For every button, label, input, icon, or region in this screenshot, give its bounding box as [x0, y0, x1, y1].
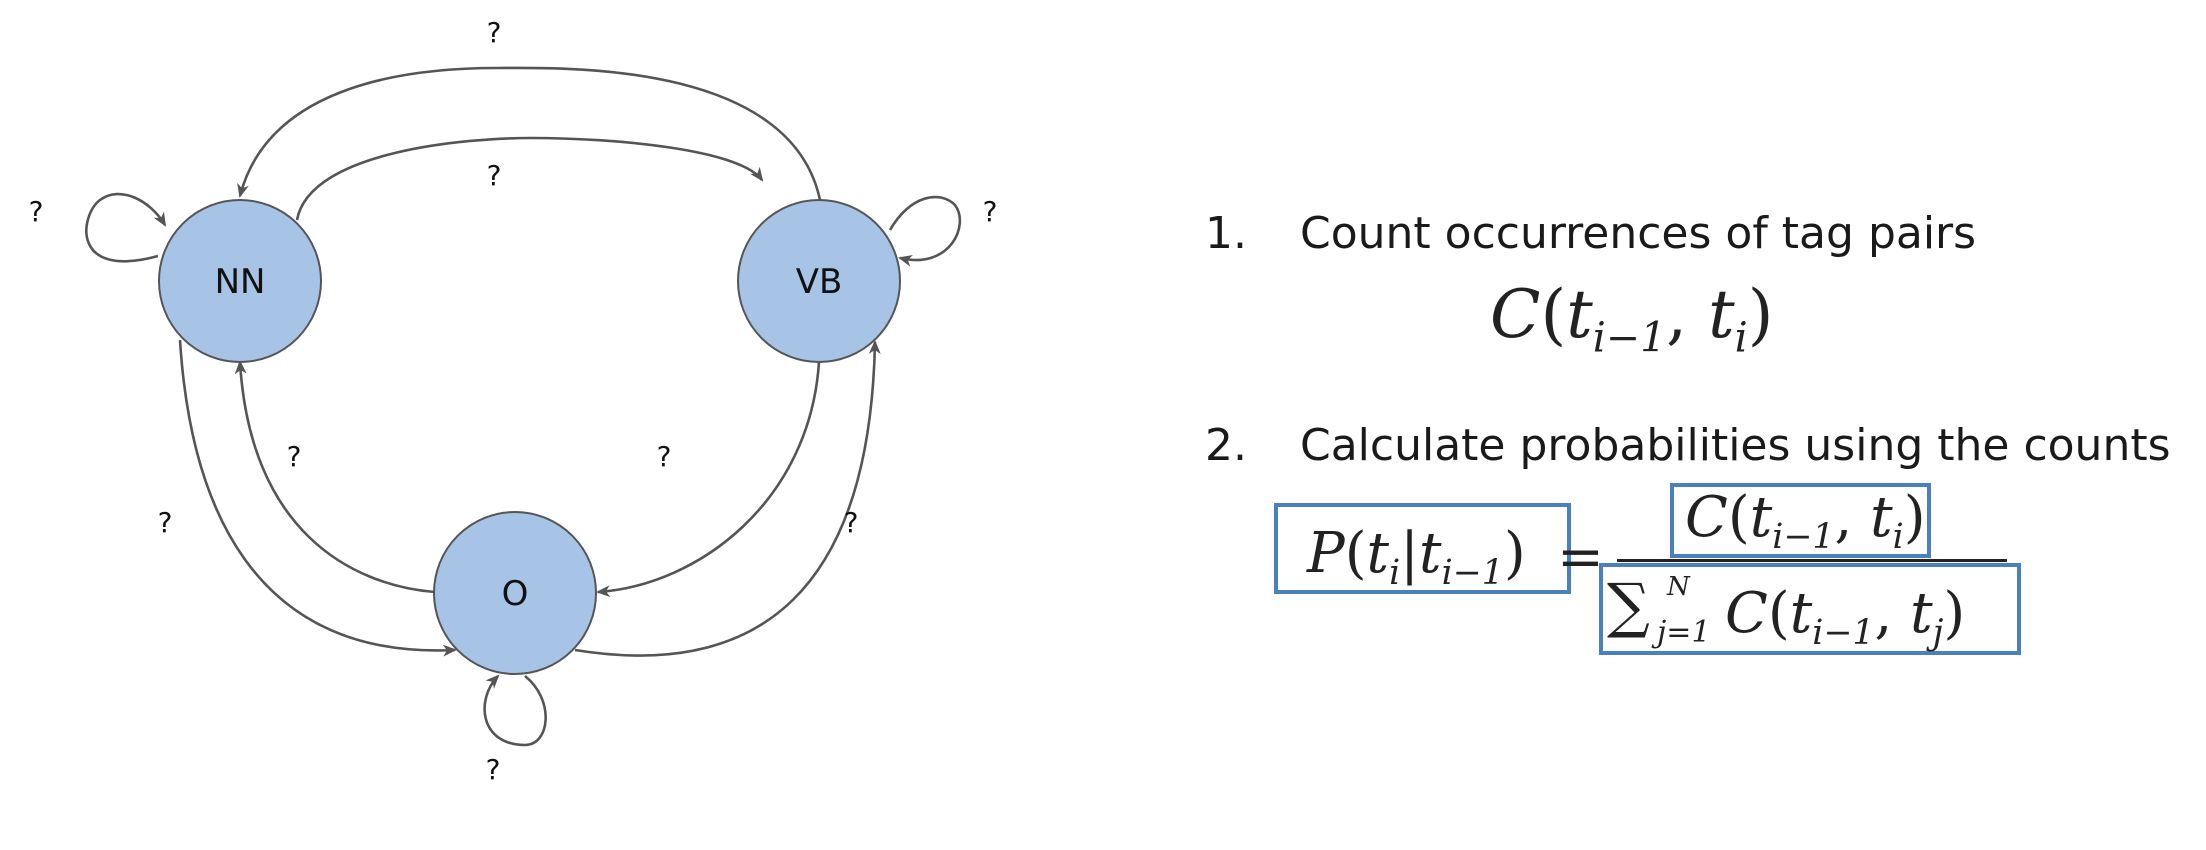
- count-c: C: [1490, 276, 1541, 353]
- edge-label-o-to-nn: ?: [287, 440, 302, 473]
- den-close: ): [1943, 581, 1966, 646]
- node-nn: NN: [158, 199, 322, 363]
- lhs-open: (: [1344, 521, 1367, 586]
- num-sub1: i−1: [1772, 517, 1835, 558]
- den-sub1: i−1: [1812, 613, 1875, 654]
- edge-label-nn-to-o: ?: [158, 506, 173, 539]
- node-nn-label: NN: [215, 262, 266, 302]
- edge-vb-to-nn: [237, 66, 822, 201]
- count-comma: ,: [1666, 276, 1709, 353]
- lhs-p: P: [1307, 521, 1345, 586]
- num-c: C: [1685, 485, 1728, 550]
- equals-sign: =: [1557, 525, 1604, 590]
- edge-label-nn-to-vb: ?: [487, 159, 502, 192]
- num-sub2: i: [1892, 517, 1904, 558]
- edge-o-self: [483, 674, 547, 747]
- count-open: (: [1540, 276, 1567, 353]
- edge-label-nn-self: ?: [29, 195, 44, 228]
- step-2-number: 2.: [1205, 420, 1247, 471]
- num-open: (: [1727, 485, 1750, 550]
- denominator-term: C(ti−1, tj): [1725, 586, 1965, 651]
- den-comma: ,: [1874, 581, 1911, 646]
- den-open: (: [1767, 581, 1790, 646]
- count-t2: t: [1708, 276, 1735, 353]
- count-close: ): [1747, 276, 1774, 353]
- edge-vb-self: [888, 195, 962, 267]
- num-t2: t: [1870, 485, 1893, 550]
- fraction-line: [1617, 559, 2007, 562]
- edge-vb-to-o: [596, 361, 821, 598]
- edge-label-o-self: ?: [486, 753, 501, 786]
- sum-upper-limit: N: [1667, 572, 1690, 602]
- transition-diagram: NN VB O ? ? ? ? ? ? ? ? ?: [29, 16, 998, 786]
- count-t: t: [1566, 276, 1593, 353]
- edge-nn-to-vb: [295, 136, 764, 221]
- num-close: ): [1903, 485, 1926, 550]
- node-vb-label: VB: [796, 262, 843, 302]
- den-c: C: [1725, 581, 1768, 646]
- count-sub2: i: [1734, 313, 1748, 362]
- edge-label-vb-to-nn: ?: [487, 16, 502, 49]
- sum-symbol: ∑: [1607, 571, 1650, 641]
- denominator-highlight-box: [1599, 563, 2021, 655]
- lhs-highlight-box: [1274, 503, 1571, 594]
- num-t: t: [1749, 485, 1773, 550]
- den-sub2: j: [1932, 613, 1944, 654]
- den-t: t: [1789, 581, 1813, 646]
- den-t2: t: [1910, 581, 1933, 646]
- lhs-sub2: i−1: [1441, 553, 1504, 594]
- edge-nn-self: [85, 192, 167, 263]
- num-comma: ,: [1834, 485, 1871, 550]
- edge-o-to-nn: [234, 360, 436, 594]
- node-vb: VB: [737, 199, 901, 363]
- lhs-t: t: [1366, 521, 1390, 586]
- step-2-text: Calculate probabilities using the counts: [1300, 420, 2171, 471]
- edge-o-to-vb: [574, 340, 881, 657]
- node-o: O: [433, 511, 597, 675]
- lhs-formula: P(ti|ti−1): [1307, 526, 1526, 591]
- edge-label-vb-self: ?: [983, 195, 998, 228]
- sum-lower-limit: j=1: [1657, 615, 1711, 650]
- edge-nn-to-o: [178, 339, 457, 657]
- step-1-number: 1.: [1205, 208, 1247, 259]
- lhs-bar: |: [1400, 521, 1420, 586]
- lhs-t2: t: [1419, 521, 1442, 586]
- denominator-formula: ∑ N j=1 C(ti−1, tj): [1607, 571, 2017, 651]
- count-sub1: i−1: [1592, 313, 1667, 362]
- lhs-sub1: i: [1389, 553, 1401, 594]
- numerator-highlight-box: [1670, 483, 1931, 558]
- node-o-label: O: [502, 574, 529, 614]
- numerator-formula: C(ti−1, ti): [1685, 490, 1926, 555]
- count-formula: C(ti−1, ti): [1490, 282, 1774, 358]
- edge-label-o-to-vb: ?: [844, 506, 859, 539]
- edge-label-vb-to-o: ?: [657, 440, 672, 473]
- lhs-close: ): [1503, 521, 1526, 586]
- step-1-text: Count occurrences of tag pairs: [1300, 208, 1977, 259]
